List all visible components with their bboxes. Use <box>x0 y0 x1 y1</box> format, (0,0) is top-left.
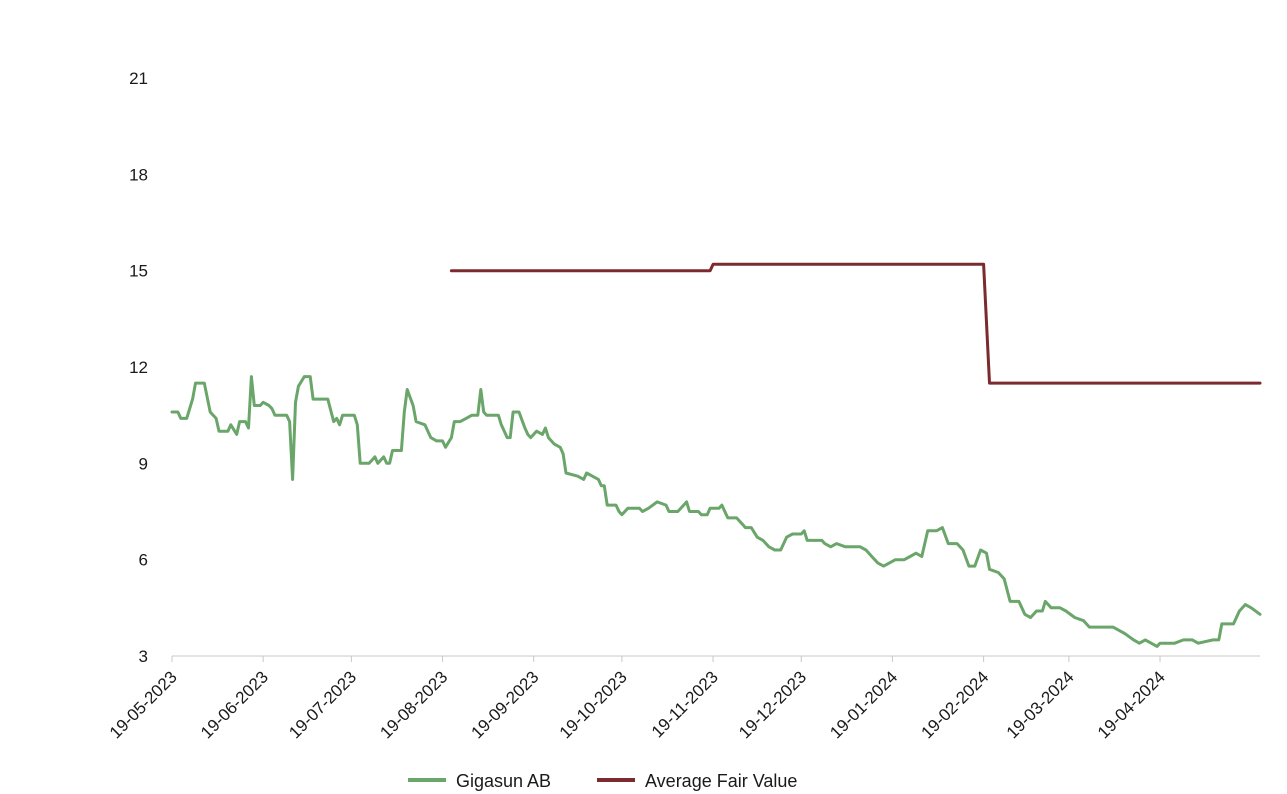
y-tick-label: 18 <box>129 165 148 184</box>
x-tick-label: 19-06-2023 <box>197 667 272 742</box>
series-line-gigasun-ab <box>170 375 1262 648</box>
x-tick-label: 19-03-2024 <box>1003 667 1078 742</box>
y-tick-label: 12 <box>129 358 148 377</box>
x-tick-label: 19-01-2024 <box>826 667 901 742</box>
y-tick-label: 6 <box>139 551 148 570</box>
series-line-average-fair-value <box>449 262 1262 385</box>
y-axis-ticks: 3 6 9 12 15 18 21 <box>129 69 148 666</box>
legend-label: Gigasun AB <box>456 771 551 791</box>
x-tick-label: 19-04-2024 <box>1094 667 1169 742</box>
y-tick-label: 15 <box>129 262 148 281</box>
x-tick-label: 19-11-2023 <box>648 667 722 741</box>
x-tick-label: 19-02-2024 <box>917 667 992 742</box>
series-layer <box>170 262 1262 648</box>
x-tick-label: 19-08-2023 <box>376 667 451 742</box>
x-tick-label: 19-09-2023 <box>468 667 543 742</box>
x-tick-label: 19-05-2023 <box>106 667 181 742</box>
legend: Gigasun AB Average Fair Value <box>408 771 797 791</box>
x-tick-label: 19-07-2023 <box>285 667 360 742</box>
legend-label: Average Fair Value <box>645 771 797 791</box>
x-axis-ticks: 19-05-2023 19-06-2023 19-07-2023 19-08-2023… <box>106 656 1169 742</box>
x-tick-label: 19-12-2023 <box>735 667 810 742</box>
y-tick-label: 9 <box>139 454 148 473</box>
x-tick-label: 19-10-2023 <box>556 667 631 742</box>
y-tick-label: 3 <box>139 647 148 666</box>
y-tick-label: 21 <box>129 69 148 88</box>
